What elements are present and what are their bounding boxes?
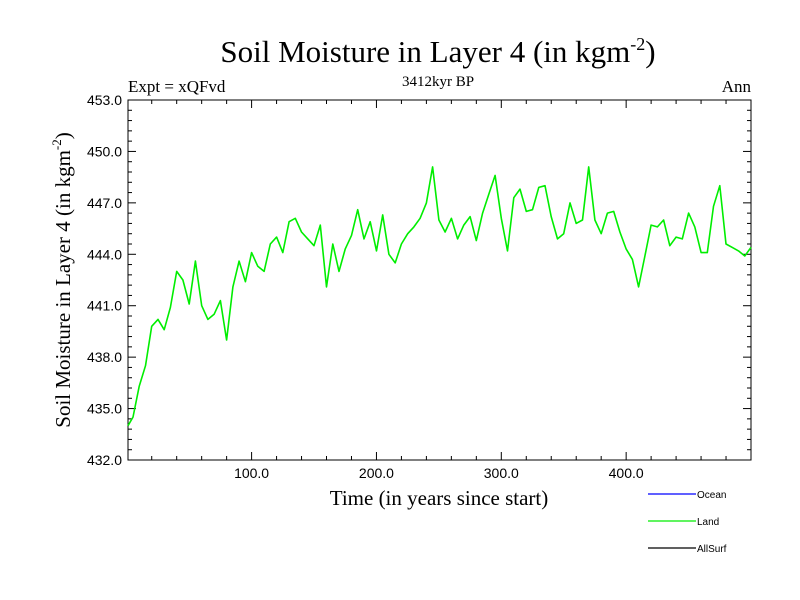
chart-subtitle: 3412kyr BP (402, 74, 474, 90)
x-tick-label: 200.0 (359, 465, 394, 481)
y-axis-title-main: Soil Moisture in Layer 4 (in kgm (51, 150, 75, 428)
season-label: Ann (722, 77, 752, 96)
x-tick-label: 400.0 (609, 465, 644, 481)
y-axis-title: Soil Moisture in Layer 4 (in kgm-2) (49, 132, 75, 427)
chart-title-main: Soil Moisture in Layer 4 (in kgm (220, 34, 630, 69)
y-tick-label: 432.0 (87, 452, 122, 468)
series-layer (127, 166, 752, 427)
experiment-label: Expt = xQFvd (128, 77, 226, 96)
y-tick-label: 453.0 (87, 92, 122, 108)
y-tick-label: 444.0 (87, 246, 122, 262)
plot-frame (127, 99, 752, 461)
y-tick-label: 447.0 (87, 195, 122, 211)
x-tick-label: 300.0 (484, 465, 519, 481)
y-tick-label: 435.0 (87, 401, 122, 417)
y-axis-title-superscript: -2 (49, 139, 64, 150)
legend-label-allsurf: AllSurf (697, 544, 727, 555)
legend-label-land: Land (697, 517, 719, 528)
y-tick-label: 441.0 (87, 298, 122, 314)
y-axis-title-close: ) (51, 132, 75, 139)
legend-label-ocean: Ocean (697, 490, 726, 501)
y-tick-label: 438.0 (87, 349, 122, 365)
x-axis-ticks: 100.0 200.0 300.0 400.0 (151, 100, 727, 481)
chart-title: Soil Moisture in Layer 4 (in kgm-2) (220, 34, 655, 69)
x-tick-label: 100.0 (234, 465, 269, 481)
chart-title-superscript: -2 (630, 34, 645, 54)
y-axis-ticks: 432.0 435.0 438.0 441.0 444.0 447.0 450.0 453.0 (87, 92, 751, 468)
y-tick-label: 450.0 (87, 143, 122, 159)
x-axis-title: Time (in years since start) (330, 486, 549, 510)
series-line-land (127, 166, 752, 427)
chart-title-close: ) (645, 34, 655, 69)
legend: Ocean Land AllSurf (648, 490, 727, 555)
